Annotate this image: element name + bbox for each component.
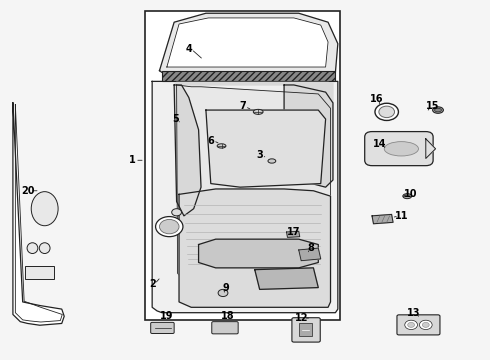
Ellipse shape — [217, 144, 226, 148]
Polygon shape — [426, 139, 436, 158]
Circle shape — [172, 209, 181, 216]
FancyBboxPatch shape — [292, 318, 320, 342]
Text: 7: 7 — [239, 102, 246, 112]
Circle shape — [375, 103, 398, 121]
Circle shape — [218, 289, 228, 297]
Text: 12: 12 — [294, 313, 308, 323]
Text: 20: 20 — [21, 186, 34, 196]
Text: 10: 10 — [404, 189, 418, 199]
Bar — [145, 12, 340, 320]
Polygon shape — [167, 18, 328, 67]
Text: 15: 15 — [426, 102, 440, 112]
Polygon shape — [179, 189, 331, 307]
Text: 5: 5 — [172, 114, 179, 124]
Circle shape — [379, 106, 394, 118]
Polygon shape — [159, 13, 338, 72]
Polygon shape — [284, 85, 333, 187]
Text: 4: 4 — [185, 44, 192, 54]
Text: 18: 18 — [221, 311, 235, 321]
Ellipse shape — [435, 108, 441, 112]
Polygon shape — [255, 268, 318, 289]
Text: 11: 11 — [394, 211, 408, 221]
Bar — [299, 323, 313, 336]
Ellipse shape — [27, 243, 38, 253]
Bar — [25, 266, 54, 279]
Polygon shape — [372, 215, 393, 224]
FancyBboxPatch shape — [397, 315, 440, 335]
Circle shape — [419, 320, 432, 329]
Text: 14: 14 — [372, 139, 386, 149]
Polygon shape — [174, 82, 333, 103]
Text: 9: 9 — [222, 283, 229, 293]
Text: 6: 6 — [207, 136, 214, 145]
FancyBboxPatch shape — [365, 132, 433, 166]
FancyBboxPatch shape — [151, 322, 174, 333]
Polygon shape — [299, 248, 321, 261]
Text: 17: 17 — [287, 227, 300, 237]
Text: 16: 16 — [370, 94, 384, 104]
Ellipse shape — [39, 243, 50, 253]
Ellipse shape — [403, 194, 412, 199]
Ellipse shape — [268, 159, 276, 163]
Ellipse shape — [433, 107, 443, 113]
Text: 1: 1 — [129, 155, 136, 165]
Text: 13: 13 — [407, 308, 420, 318]
Text: 19: 19 — [160, 311, 173, 321]
Ellipse shape — [253, 109, 263, 114]
Circle shape — [159, 220, 179, 234]
Polygon shape — [13, 103, 64, 325]
Bar — [162, 71, 335, 81]
Ellipse shape — [384, 141, 418, 156]
Circle shape — [422, 322, 429, 327]
Text: 2: 2 — [149, 279, 155, 289]
Circle shape — [156, 217, 183, 237]
FancyBboxPatch shape — [212, 321, 238, 334]
Polygon shape — [176, 85, 331, 302]
Polygon shape — [152, 81, 338, 313]
Polygon shape — [174, 85, 201, 216]
Text: 8: 8 — [308, 243, 315, 253]
Text: 3: 3 — [256, 150, 263, 160]
Polygon shape — [206, 110, 326, 187]
Polygon shape — [287, 231, 300, 237]
Polygon shape — [198, 239, 318, 268]
Circle shape — [405, 320, 417, 329]
Circle shape — [408, 322, 415, 327]
Ellipse shape — [31, 192, 58, 226]
